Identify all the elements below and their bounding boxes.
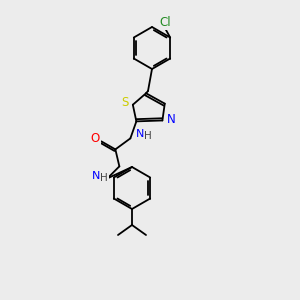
Text: N: N xyxy=(136,129,145,140)
Text: Cl: Cl xyxy=(159,16,171,29)
Text: N: N xyxy=(92,171,100,182)
Text: H: H xyxy=(100,173,108,183)
Text: H: H xyxy=(145,131,152,141)
Text: O: O xyxy=(91,132,100,145)
Text: S: S xyxy=(121,96,128,109)
Text: N: N xyxy=(167,113,176,126)
